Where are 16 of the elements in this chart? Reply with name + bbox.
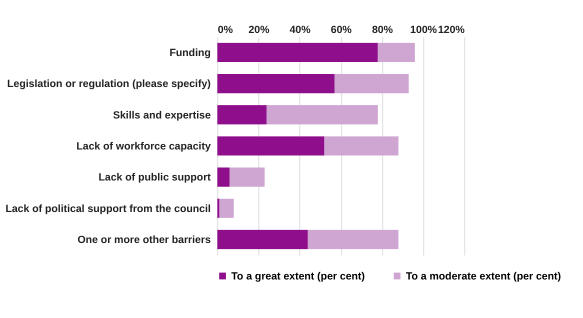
legend-label: To a great extent (per cent) [231, 271, 365, 282]
x-tick-label: 20% [248, 24, 270, 36]
x-tick-label: 40% [290, 24, 312, 36]
y-tick-label: Funding [169, 48, 211, 59]
x-tick-label: 60% [330, 24, 352, 36]
x-tick-label: 0% [218, 24, 234, 36]
y-tick-label: Lack of workforce capacity [76, 141, 211, 152]
x-tick-label: 80% [372, 24, 394, 36]
y-tick-label: One or more other barriers [78, 234, 211, 246]
y-tick-label: Lack of public support [98, 172, 212, 184]
y-tick-label: Skills and expertise [113, 110, 211, 122]
y-tick-label: Lack of political support from the council [5, 204, 211, 215]
x-tick-label: 120% [438, 24, 466, 36]
legend-label: To a moderate extent (per cent) [406, 271, 561, 282]
y-tick-label: Legislation or regulation (please specify) [7, 79, 211, 90]
x-tick-label: 100% [410, 24, 438, 36]
